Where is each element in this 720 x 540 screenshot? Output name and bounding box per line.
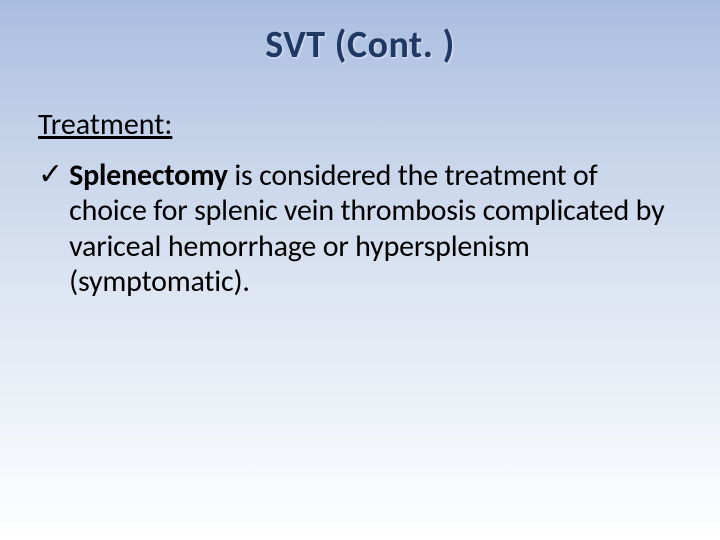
checkmark-icon: ✓ bbox=[38, 158, 63, 193]
bullet-text: Splenectomy is considered the treatment … bbox=[69, 158, 672, 300]
slide-container: SVT (Cont. ) Treatment: ✓ Splenectomy is… bbox=[0, 0, 720, 540]
bullet-item: ✓ Splenectomy is considered the treatmen… bbox=[38, 158, 672, 300]
treatment-heading: Treatment: bbox=[38, 106, 172, 143]
bullet-bold-lead: Splenectomy bbox=[69, 157, 228, 194]
slide-title: SVT (Cont. ) bbox=[0, 22, 720, 68]
